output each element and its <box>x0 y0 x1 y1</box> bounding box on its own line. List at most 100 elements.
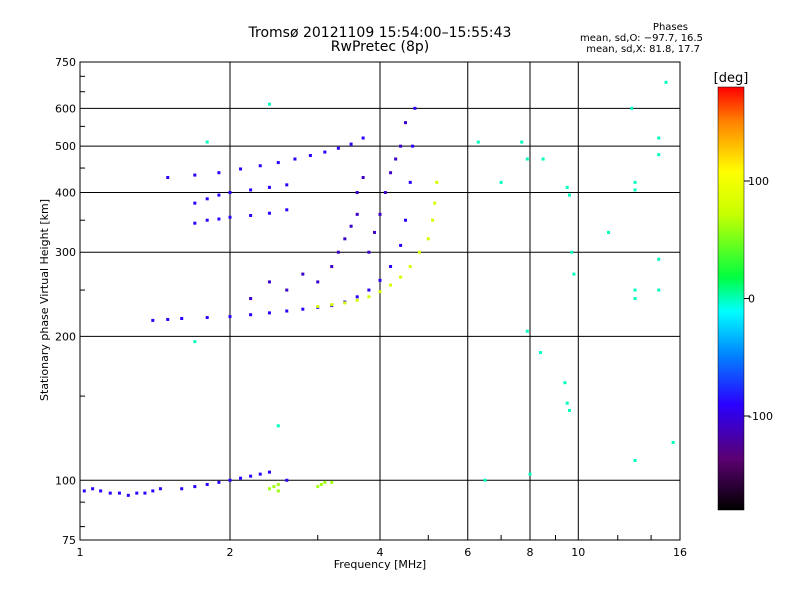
data-point <box>193 340 197 344</box>
data-point <box>193 173 197 177</box>
data-point <box>308 154 312 158</box>
data-point <box>483 478 487 482</box>
colorbar <box>717 86 745 511</box>
data-point <box>525 329 529 333</box>
data-point <box>158 487 162 491</box>
x-tick-label: 8 <box>527 546 534 559</box>
data-point <box>633 288 637 292</box>
data-point <box>657 288 661 292</box>
data-point <box>520 140 524 144</box>
data-point <box>108 491 112 495</box>
data-point <box>426 237 430 241</box>
data-point <box>476 140 480 144</box>
data-point <box>633 180 637 184</box>
colorbar-tick-label: 100 <box>748 175 769 188</box>
chart-subtitle: RwPretec (8p) <box>330 39 430 55</box>
x-tick-label: 2 <box>227 546 234 559</box>
data-point <box>267 102 271 106</box>
data-point <box>323 480 327 484</box>
data-point <box>408 180 412 184</box>
data-point <box>285 309 289 313</box>
data-point <box>323 150 327 154</box>
data-point <box>249 214 253 218</box>
data-point <box>91 487 95 491</box>
data-point <box>249 313 253 317</box>
data-point <box>166 317 170 321</box>
data-point <box>217 193 221 197</box>
data-point <box>355 190 359 194</box>
y-ticks: 75 100 200 300 400 500 600 750 <box>55 56 76 547</box>
data-point <box>293 157 297 161</box>
data-point <box>383 190 387 194</box>
data-point <box>205 197 209 201</box>
data-point <box>276 424 280 428</box>
data-point <box>570 250 574 254</box>
data-point <box>228 215 232 219</box>
data-point <box>565 185 569 189</box>
y-tick-label: 300 <box>55 246 76 259</box>
colorbar-tick-label: -100 <box>748 410 773 423</box>
y-tick-label: 75 <box>62 534 76 547</box>
data-point <box>664 80 668 84</box>
data-point <box>361 175 365 179</box>
data-point <box>258 164 262 168</box>
data-point <box>408 265 412 269</box>
data-point <box>193 485 197 489</box>
data-point <box>431 218 435 222</box>
data-point <box>394 157 398 161</box>
data-point <box>330 265 334 269</box>
data-point <box>193 221 197 225</box>
data-point <box>399 144 403 148</box>
data-point <box>239 476 243 480</box>
data-point <box>343 301 347 305</box>
data-point <box>567 193 571 197</box>
data-point <box>319 482 323 486</box>
data-point <box>249 474 253 478</box>
data-point <box>217 217 221 221</box>
data-point <box>567 408 571 412</box>
data-point <box>389 283 393 287</box>
data-point <box>330 480 334 484</box>
data-point <box>403 218 407 222</box>
data-point <box>389 171 393 175</box>
data-point <box>657 257 661 261</box>
data-point <box>633 458 637 462</box>
data-point <box>276 161 280 165</box>
data-point <box>239 167 243 171</box>
data-point <box>316 280 320 284</box>
chart-title: Tromsø 20121109 15:54:00–15:55:43 <box>248 25 512 41</box>
data-point <box>301 307 305 311</box>
data-point <box>633 188 637 192</box>
data-point <box>349 224 353 228</box>
data-point <box>272 485 276 489</box>
data-point <box>143 491 147 495</box>
x-tick-label: 1 <box>77 546 84 559</box>
data-point <box>258 472 262 476</box>
data-point <box>355 298 359 302</box>
data-point <box>525 157 529 161</box>
data-point <box>361 136 365 140</box>
data-point <box>499 180 503 184</box>
data-point <box>316 485 320 489</box>
data-point <box>276 482 280 486</box>
data-point <box>367 295 371 299</box>
data-point <box>267 185 271 189</box>
x-tick-label: 4 <box>377 546 384 559</box>
data-points <box>82 80 675 497</box>
data-point <box>378 290 382 294</box>
y-tick-label: 600 <box>55 102 76 115</box>
data-point <box>249 297 253 301</box>
data-point <box>367 250 371 254</box>
data-point <box>217 171 221 175</box>
data-point <box>367 288 371 292</box>
data-point <box>539 351 543 355</box>
data-point <box>671 440 675 444</box>
data-point <box>205 316 209 320</box>
phase-stats-heading: Phases <box>652 22 688 33</box>
colorbar-tick-label: 0 <box>748 293 755 306</box>
data-point <box>378 278 382 282</box>
data-point <box>285 288 289 292</box>
phase-stats-x: mean, sd,X: 81.8, 17.7 <box>586 44 700 55</box>
data-point <box>205 140 209 144</box>
